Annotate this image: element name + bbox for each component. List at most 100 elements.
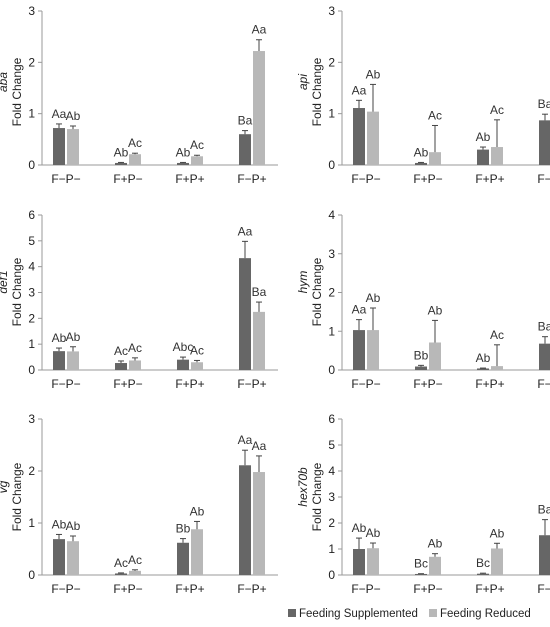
gene-label: vg xyxy=(0,480,10,493)
category-label: F−P− xyxy=(351,377,380,391)
significance-label: Ac xyxy=(128,553,142,567)
y-tick-label: 0 xyxy=(328,363,335,377)
gene-label: def1 xyxy=(0,270,10,293)
bar-supplemented-0 xyxy=(53,539,65,575)
y-tick-label: 1 xyxy=(328,542,335,556)
chart-panel-api: 0 1 2 3 api Fold Change Aa Ab F−P− Ab Ac F+P− Ab Ac F+… xyxy=(296,4,550,186)
category-label: F+P− xyxy=(113,377,142,391)
significance-label: Aa xyxy=(352,303,367,317)
y-tick-label: 1 xyxy=(28,107,35,121)
y-tick-label: 0 xyxy=(28,158,35,172)
bar-reduced-0 xyxy=(67,541,79,575)
significance-label: Abc xyxy=(173,340,194,354)
bar-supplemented-0 xyxy=(53,128,65,165)
significance-label: Ba xyxy=(252,285,267,299)
significance-label: Aa xyxy=(52,107,67,121)
gene-label: api xyxy=(296,74,310,90)
significance-label: Bc xyxy=(414,557,428,571)
bar-supplemented-3 xyxy=(539,535,550,575)
significance-label: Ab xyxy=(366,526,381,540)
y-tick-label: 3 xyxy=(328,4,335,18)
significance-label: Ab xyxy=(366,291,381,305)
bar-supplemented-3 xyxy=(239,258,251,370)
significance-label: Ab xyxy=(66,109,81,123)
y-axis-label: Fold Change xyxy=(310,57,324,126)
category-label: F−P− xyxy=(351,582,380,596)
bar-reduced-3 xyxy=(253,51,265,165)
bar-supplemented-2 xyxy=(177,162,189,165)
y-tick-label: 3 xyxy=(328,490,335,504)
category-label: F+P+ xyxy=(475,172,504,186)
y-tick-label: 2 xyxy=(328,286,335,300)
y-axis-label: Fold Change xyxy=(310,257,324,326)
y-tick-label: 1 xyxy=(28,516,35,530)
bar-supplemented-0 xyxy=(353,108,365,165)
significance-label: Ab xyxy=(366,67,381,81)
bar-reduced-0 xyxy=(367,111,379,165)
bar-reduced-0 xyxy=(367,330,379,370)
bar-reduced-1 xyxy=(129,154,141,165)
category-label: F−P− xyxy=(51,172,80,186)
significance-label: Aa xyxy=(238,224,253,238)
significance-label: Ab xyxy=(66,330,81,344)
gene-label: aba xyxy=(0,72,10,92)
y-tick-label: 1 xyxy=(28,337,35,351)
category-label: F+P+ xyxy=(175,582,204,596)
significance-label: Bc xyxy=(476,556,490,570)
significance-label: Ab xyxy=(52,517,67,531)
y-axis-label: Fold Change xyxy=(310,462,324,531)
legend: Feeding Supplemented Feeding Reduced xyxy=(288,608,531,620)
bar-reduced-3 xyxy=(253,472,265,575)
significance-label: Ab xyxy=(428,303,443,317)
y-tick-label: 4 xyxy=(328,464,335,478)
bar-supplemented-3 xyxy=(239,134,251,165)
y-tick-label: 2 xyxy=(28,464,35,478)
y-tick-label: 6 xyxy=(328,412,335,426)
significance-label: Ab xyxy=(176,145,191,159)
category-label: F−P− xyxy=(351,172,380,186)
significance-label: Ba xyxy=(538,503,550,517)
bar-reduced-2 xyxy=(191,362,203,370)
bar-supplemented-2 xyxy=(177,542,189,575)
bar-reduced-2 xyxy=(491,366,503,370)
bar-supplemented-2 xyxy=(177,359,189,370)
y-tick-label: 6 xyxy=(28,208,35,222)
category-label: F+P+ xyxy=(475,582,504,596)
significance-label: Aa xyxy=(252,439,267,453)
y-tick-label: 0 xyxy=(328,158,335,172)
y-tick-label: 3 xyxy=(28,412,35,426)
bar-supplemented-2 xyxy=(477,149,489,165)
bar-supplemented-3 xyxy=(539,343,550,370)
category-label: F+P+ xyxy=(475,377,504,391)
bar-supplemented-1 xyxy=(115,363,127,370)
category-label: F+P+ xyxy=(175,172,204,186)
legend-swatch-reduced xyxy=(429,609,437,617)
significance-label: Ab xyxy=(476,351,491,365)
bar-supplemented-1 xyxy=(415,366,427,370)
y-tick-label: 0 xyxy=(28,363,35,377)
bar-reduced-2 xyxy=(491,548,503,575)
bar-reduced-1 xyxy=(429,556,441,575)
bar-supplemented-3 xyxy=(539,120,550,165)
bar-reduced-2 xyxy=(191,156,203,165)
bar-reduced-0 xyxy=(67,129,79,165)
y-tick-label: 5 xyxy=(328,438,335,452)
significance-label: Ac xyxy=(190,343,204,357)
bar-reduced-1 xyxy=(129,360,141,370)
significance-label: Ac xyxy=(190,138,204,152)
bar-reduced-0 xyxy=(367,548,379,575)
significance-label: Aa xyxy=(352,83,367,97)
significance-label: Ab xyxy=(476,130,491,144)
significance-label: Ba xyxy=(238,114,253,128)
bar-supplemented-0 xyxy=(53,351,65,370)
significance-label: Ac xyxy=(128,136,142,150)
bar-supplemented-0 xyxy=(353,330,365,370)
significance-label: Ab xyxy=(414,145,429,159)
category-label: F+P+ xyxy=(175,377,204,391)
bar-reduced-2 xyxy=(491,147,503,165)
